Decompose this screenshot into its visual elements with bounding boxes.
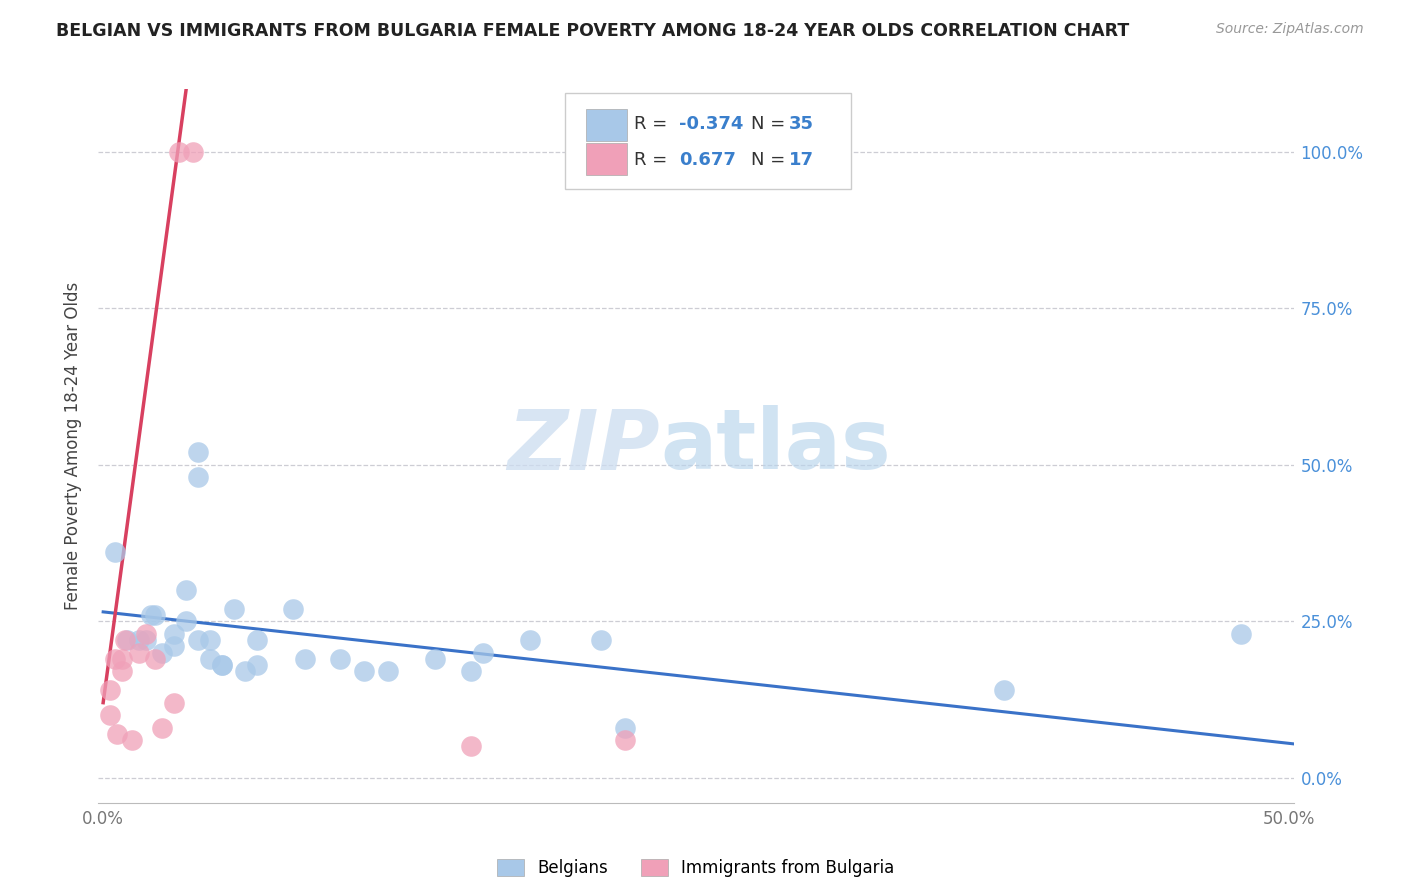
Point	[152, 646, 174, 660]
Point	[187, 470, 209, 484]
Point	[423, 652, 446, 666]
Point	[460, 665, 482, 679]
Point	[143, 652, 166, 666]
Text: ZIP: ZIP	[508, 406, 661, 486]
Point	[174, 614, 197, 628]
Text: R =: R =	[634, 151, 673, 169]
FancyBboxPatch shape	[586, 144, 627, 175]
Point	[128, 646, 150, 660]
Point	[105, 727, 128, 741]
Point	[294, 652, 316, 666]
Point	[104, 545, 127, 559]
Point	[993, 683, 1015, 698]
Text: R =: R =	[634, 115, 673, 133]
Point	[143, 607, 166, 622]
FancyBboxPatch shape	[586, 109, 627, 141]
Point	[135, 627, 157, 641]
Text: 35: 35	[789, 115, 814, 133]
Point	[211, 658, 233, 673]
Point	[174, 582, 197, 597]
Y-axis label: Female Poverty Among 18-24 Year Olds: Female Poverty Among 18-24 Year Olds	[65, 282, 83, 610]
Point	[246, 658, 269, 673]
Point	[329, 652, 352, 666]
Point	[115, 633, 138, 648]
Text: N =: N =	[751, 115, 792, 133]
Point	[353, 665, 375, 679]
Point	[1230, 627, 1253, 641]
Text: atlas: atlas	[661, 406, 891, 486]
Point	[104, 652, 127, 666]
Point	[613, 721, 636, 735]
Legend: Belgians, Immigrants from Bulgaria: Belgians, Immigrants from Bulgaria	[491, 852, 901, 884]
Point	[98, 683, 121, 698]
Point	[181, 145, 204, 159]
Point	[613, 733, 636, 747]
Point	[235, 665, 257, 679]
Point	[281, 601, 304, 615]
Text: -0.374: -0.374	[679, 115, 744, 133]
Point	[135, 633, 157, 648]
Point	[222, 601, 245, 615]
Text: Source: ZipAtlas.com: Source: ZipAtlas.com	[1216, 22, 1364, 37]
Point	[198, 633, 221, 648]
Point	[152, 721, 174, 735]
Point	[471, 646, 494, 660]
Point	[167, 145, 190, 159]
Point	[198, 652, 221, 666]
Point	[111, 665, 134, 679]
Point	[591, 633, 613, 648]
Point	[460, 739, 482, 754]
Point	[98, 708, 121, 723]
Point	[114, 633, 136, 648]
Point	[111, 652, 134, 666]
Point	[163, 640, 186, 654]
Text: 0.677: 0.677	[679, 151, 737, 169]
Point	[211, 658, 233, 673]
Text: 17: 17	[789, 151, 814, 169]
Point	[163, 627, 186, 641]
Text: BELGIAN VS IMMIGRANTS FROM BULGARIA FEMALE POVERTY AMONG 18-24 YEAR OLDS CORRELA: BELGIAN VS IMMIGRANTS FROM BULGARIA FEMA…	[56, 22, 1129, 40]
Point	[519, 633, 541, 648]
Point	[121, 733, 143, 747]
Point	[128, 633, 150, 648]
FancyBboxPatch shape	[565, 93, 852, 189]
Point	[187, 445, 209, 459]
Point	[187, 633, 209, 648]
Text: N =: N =	[751, 151, 792, 169]
Point	[163, 696, 186, 710]
Point	[246, 633, 269, 648]
Point	[377, 665, 399, 679]
Point	[139, 607, 162, 622]
